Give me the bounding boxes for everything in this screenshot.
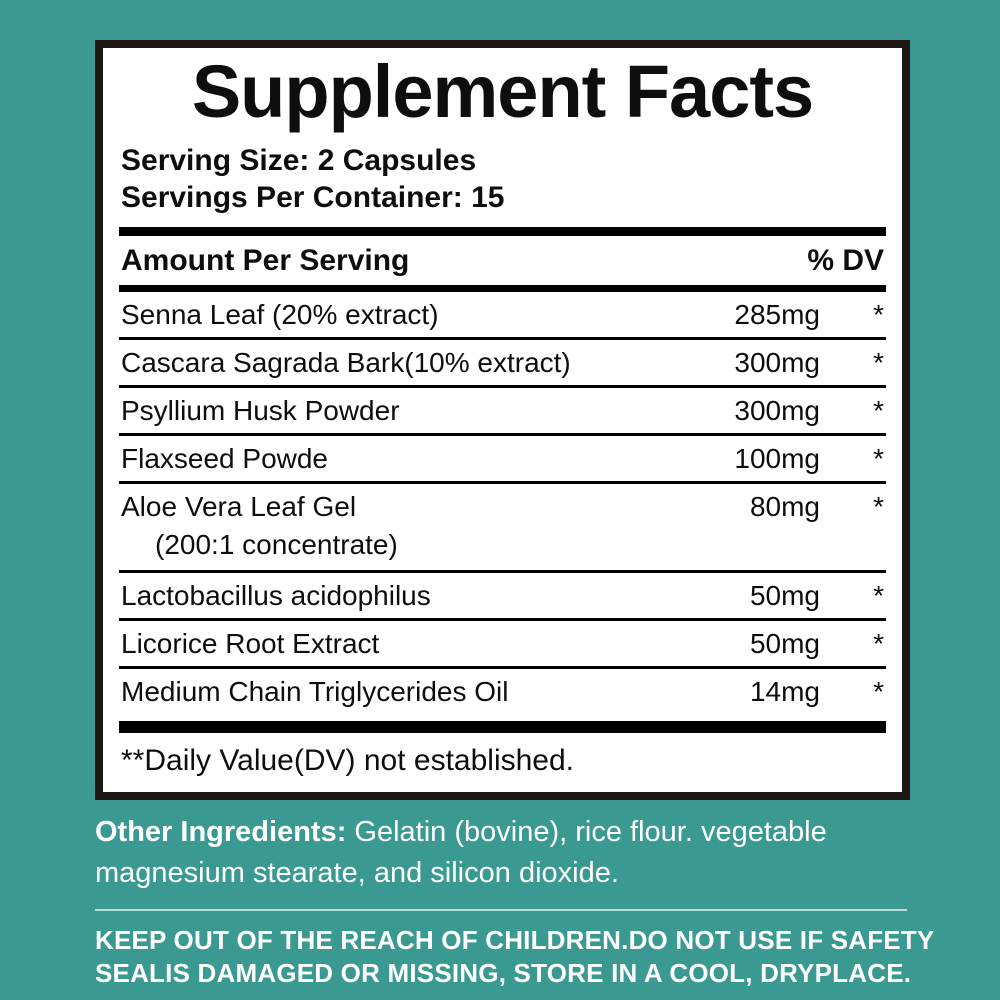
other-ingredients-label: Other Ingredients: xyxy=(95,816,347,848)
ingredient-dv: * xyxy=(873,675,884,707)
ingredient-row-flaxseed: Flaxseed Powde 100mg * xyxy=(119,436,886,484)
ingredient-name: Medium Chain Triglycerides Oil xyxy=(121,675,509,707)
ingredient-dv: * xyxy=(873,490,884,522)
ingredient-amount: 300mg xyxy=(734,394,820,426)
footer-divider xyxy=(95,909,907,911)
ingredient-name: Cascara Sagrada Bark(10% extract) xyxy=(121,346,571,378)
ingredient-amount: 50mg xyxy=(749,627,820,659)
ingredient-row-senna-leaf: Senna Leaf (20% extract) 285mg * xyxy=(119,292,886,340)
ingredient-subname: (200:1 concentrate) xyxy=(155,528,398,560)
ingredient-name: Senna Leaf (20% extract) xyxy=(121,298,439,330)
ingredient-name: Aloe Vera Leaf Gel xyxy=(121,490,357,522)
header-dv-label: % DV xyxy=(807,243,884,277)
ingredient-amount: 285mg xyxy=(734,298,820,330)
ingredient-name: Licorice Root Extract xyxy=(121,627,380,659)
warning-text-line-2: SEALIS DAMAGED OR MISSING, STORE IN A CO… xyxy=(95,958,912,988)
ingredient-row-mct-oil: Medium Chain Triglycerides Oil 14mg * xyxy=(119,669,886,714)
warning-text-line-1: KEEP OUT OF THE REACH OF CHILDREN.DO NOT… xyxy=(95,925,935,955)
supplement-facts-panel: Supplement Facts Serving Size: 2 Capsule… xyxy=(95,40,910,800)
ingredient-row-psyllium-husk: Psyllium Husk Powder 300mg * xyxy=(119,388,886,436)
ingredient-amount: 50mg xyxy=(749,579,820,611)
ingredient-row-aloe-vera: Aloe Vera Leaf Gel 80mg * (200:1 concent… xyxy=(119,484,886,573)
ingredient-row-licorice-root: Licorice Root Extract 50mg * xyxy=(119,621,886,669)
servings-per-container: Servings Per Container: 15 xyxy=(121,180,505,214)
ingredient-dv: * xyxy=(873,442,884,474)
ingredient-dv: * xyxy=(873,394,884,426)
ingredient-row-lactobacillus: Lactobacillus acidophilus 50mg * xyxy=(119,573,886,621)
other-ingredients-text: Gelatin (bovine), rice flour. vegetable xyxy=(346,816,827,848)
ingredient-name: Flaxseed Powde xyxy=(121,442,329,474)
ingredient-amount: 80mg xyxy=(749,490,820,522)
ingredient-amount: 14mg xyxy=(749,675,820,707)
ingredient-dv: * xyxy=(873,346,884,378)
serving-size: Serving Size: 2 Capsules xyxy=(121,143,477,177)
ingredient-dv: * xyxy=(873,298,884,330)
divider-thick-top xyxy=(119,226,886,236)
table-header: Amount Per Serving % DV xyxy=(119,236,886,292)
divider-thick-bottom xyxy=(119,720,886,733)
ingredient-name: Psyllium Husk Powder xyxy=(121,394,400,426)
ingredient-amount: 300mg xyxy=(734,346,820,378)
ingredient-dv: * xyxy=(873,579,884,611)
label-footer: Other Ingredients: Gelatin (bovine), ric… xyxy=(95,812,935,990)
other-ingredients-line-1: Other Ingredients: Gelatin (bovine), ric… xyxy=(95,812,915,853)
ingredient-amount: 100mg xyxy=(734,442,820,474)
header-amount-label: Amount Per Serving xyxy=(121,243,410,277)
other-ingredients-line-2: magnesium stearate, and silicon dioxide. xyxy=(95,857,619,889)
daily-value-footnote: **Daily Value(DV) not established. xyxy=(121,743,575,777)
ingredient-row-aloe-vera-main: Aloe Vera Leaf Gel 80mg * xyxy=(119,484,886,524)
panel-title: Supplement Facts xyxy=(191,50,814,133)
ingredient-dv: * xyxy=(873,627,884,659)
ingredient-row-cascara-sagrada: Cascara Sagrada Bark(10% extract) 300mg … xyxy=(119,340,886,388)
ingredient-name: Lactobacillus acidophilus xyxy=(121,579,431,611)
serving-info: Serving Size: 2 Capsules Servings Per Co… xyxy=(119,142,886,216)
